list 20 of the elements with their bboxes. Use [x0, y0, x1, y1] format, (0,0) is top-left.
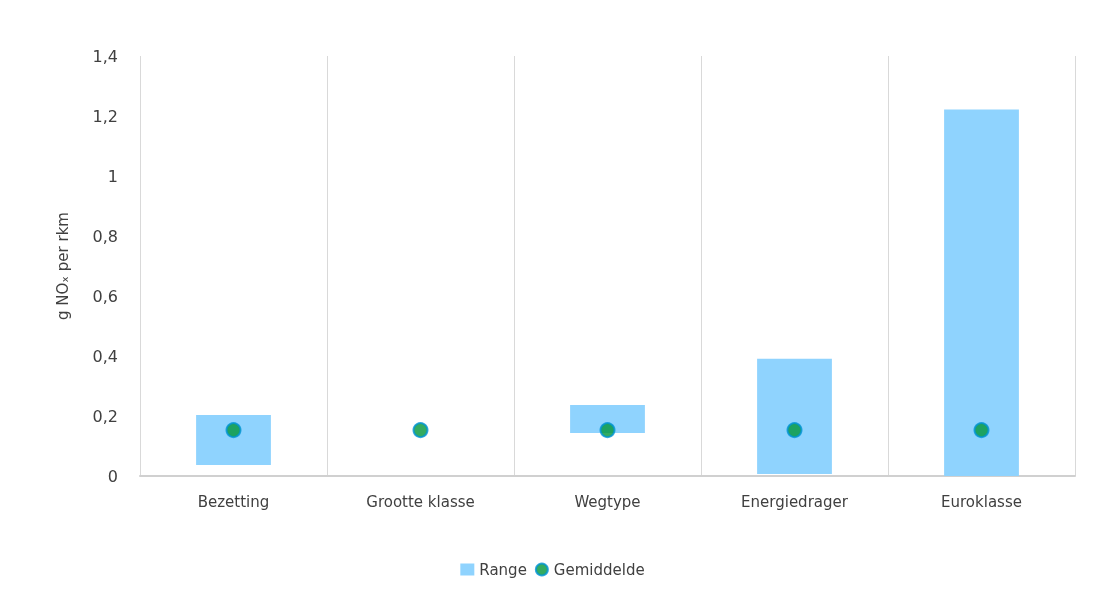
legend-label: Gemiddelde: [553, 560, 645, 579]
y-tick-label: 0,6: [92, 286, 118, 306]
x-tick-label: Wegtype: [574, 492, 641, 511]
bar: [570, 404, 645, 434]
y-tick-label: 0,4: [92, 346, 118, 366]
y-tick-label: 1,4: [92, 46, 118, 66]
y-tick-label: 0,8: [92, 226, 118, 246]
y-tick-label: 0,2: [92, 406, 118, 426]
legend-label: Range: [479, 560, 527, 579]
bar: [196, 415, 271, 465]
y-tick-label: 1: [107, 166, 118, 186]
y-tick-label: 1,2: [92, 106, 118, 126]
bar: [757, 358, 832, 474]
x-tick-label: Euroklasse: [941, 492, 1022, 511]
bar: [944, 109, 1019, 476]
x-tick-label: Bezetting: [197, 492, 270, 511]
x-tick-label: Grootte klasse: [366, 492, 475, 511]
y-tick-label: 0: [107, 466, 118, 486]
y-axis-title: g NOₓ per rkm: [53, 212, 72, 320]
x-tick-label: Energiedrager: [741, 492, 849, 511]
